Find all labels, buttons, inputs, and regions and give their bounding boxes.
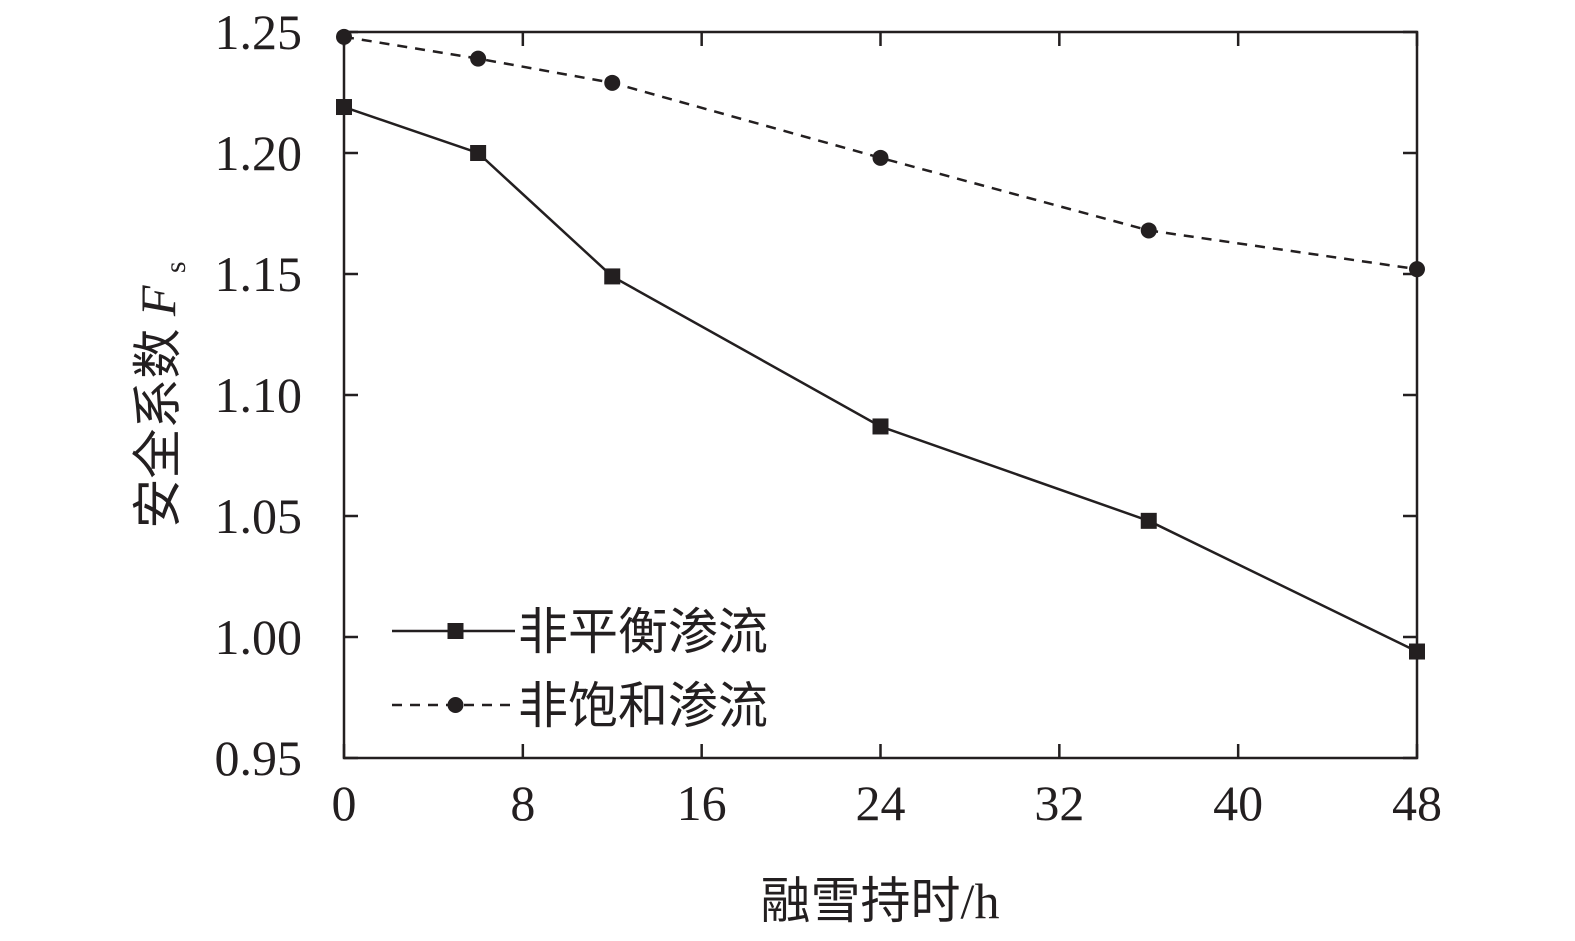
y-tick-label: 1.25 [215,4,303,60]
y-axis-title-var: F [130,285,186,317]
circle-marker [336,28,352,45]
y-tick-label: 1.20 [215,125,303,181]
x-tick-label: 32 [1034,775,1084,831]
circle-marker [604,74,621,91]
series-layer [336,28,1425,660]
x-tick-label: 16 [677,775,727,831]
circle-marker [872,149,889,166]
legend-item-1: 非饱和渗流 [392,678,768,734]
square-marker [604,268,621,285]
series-line [343,35,1418,271]
axes: 0 8 16 24 32 40 48 0.95 1.00 1.05 1.10 1.15 1.20 1.25 [215,4,1443,831]
y-tick-label: 1.00 [215,609,303,665]
plot-frame [342,30,1419,760]
series-line [343,105,1418,653]
y-axis-title-sub: s [159,261,192,273]
y-tick-label: 0.95 [215,730,303,786]
legend-label: 非平衡渗流 [518,604,768,660]
circle-marker [1409,261,1425,278]
square-marker [1140,512,1157,529]
legend-item-0: 非平衡渗流 [392,604,768,660]
x-tick-label: 8 [510,775,535,831]
y-tick-label: 1.10 [215,367,303,423]
x-tick-label: 0 [332,775,357,831]
series-0 [336,99,1425,660]
legend-label: 非饱和渗流 [518,678,768,734]
square-marker [1409,643,1425,660]
y-axis-title: 安全系数 F s [130,261,192,528]
legend-circle-marker [447,697,464,713]
square-marker [336,99,352,116]
y-axis-title-main: 安全系数 [130,316,186,529]
x-tick-label: 48 [1392,775,1442,831]
y-tick-label: 1.15 [215,246,303,302]
y-tick-label: 1.05 [215,488,303,544]
circle-marker [470,50,487,67]
x-tick-label: 24 [856,775,906,831]
square-marker [872,418,889,435]
x-tick-label: 40 [1213,775,1263,831]
legend-square-marker [447,623,464,639]
square-marker [470,145,487,161]
x-axis-title: 融雪持时/h [761,873,1000,929]
circle-marker [1140,222,1157,239]
series-1 [336,28,1425,278]
